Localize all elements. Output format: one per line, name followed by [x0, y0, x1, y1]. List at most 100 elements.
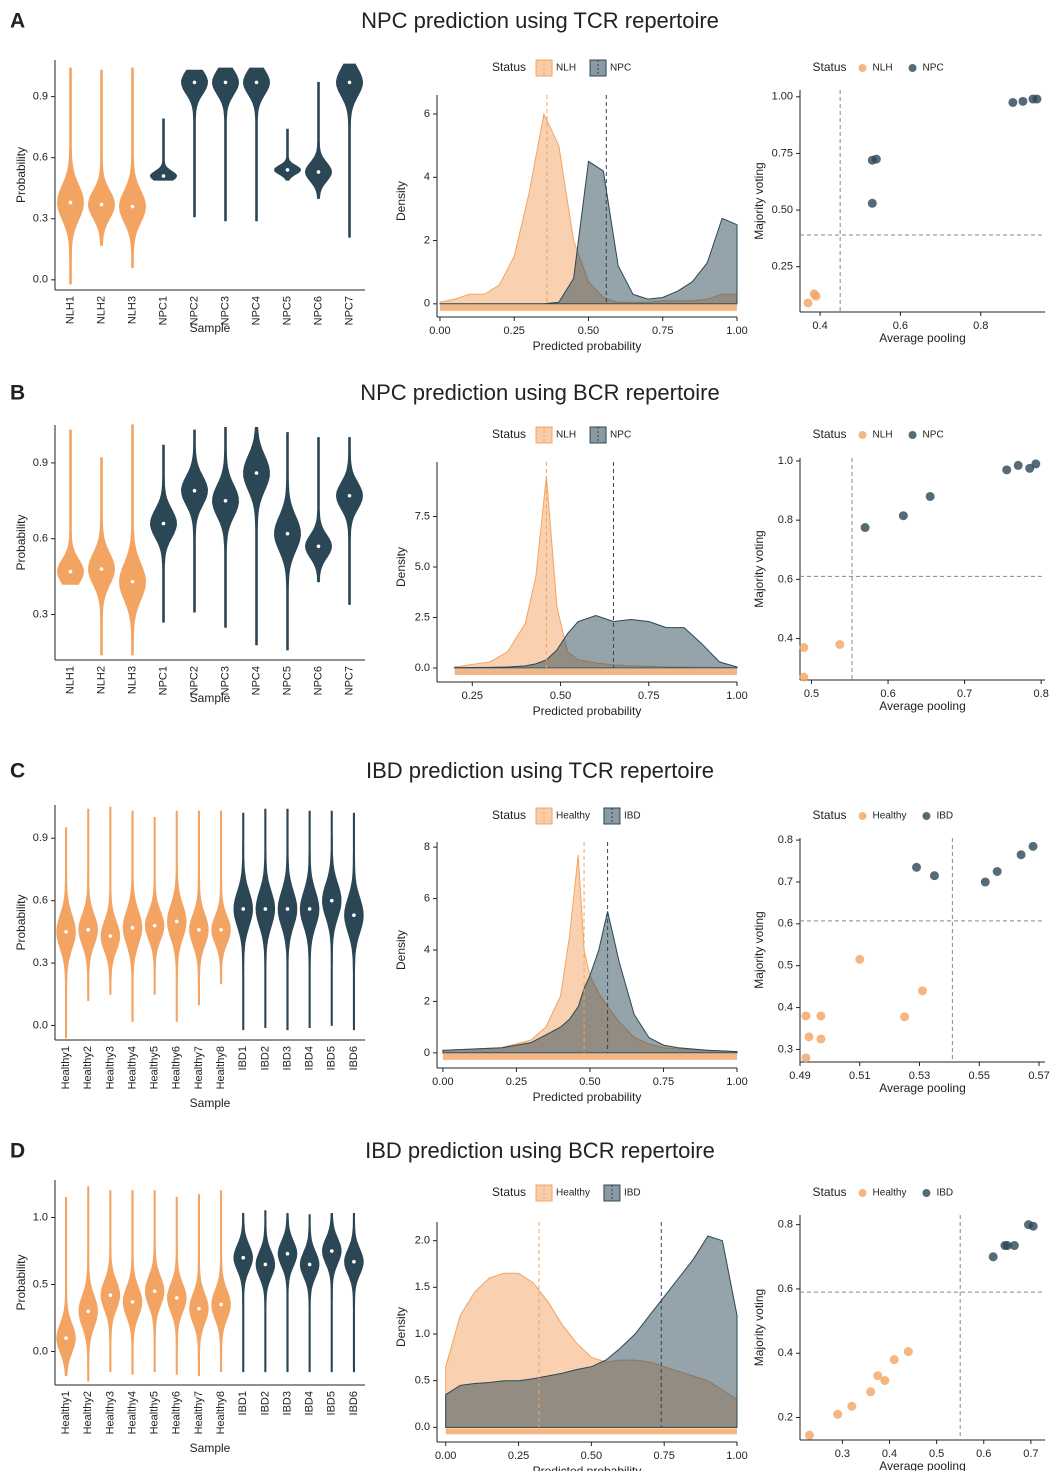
- y-axis-label: Majority voting: [752, 1289, 766, 1366]
- violin: [118, 67, 147, 269]
- density-area: [439, 160, 738, 305]
- legend-title: Status: [813, 1185, 847, 1199]
- x-tick-label: NPC7: [343, 666, 355, 695]
- legend-label: Healthy: [873, 811, 907, 822]
- violin-median: [161, 521, 166, 526]
- violin: [211, 67, 240, 222]
- point: [835, 639, 845, 649]
- legend-label: NPC: [610, 430, 631, 441]
- y-axis-label: Probability: [14, 147, 28, 203]
- y-tick-label: 0.3: [33, 608, 48, 620]
- violin: [255, 808, 276, 1028]
- y-tick-label: 0.4: [778, 632, 793, 644]
- y-axis-label: Density: [394, 1307, 408, 1347]
- rug: [439, 304, 737, 311]
- x-tick-label: NPC1: [157, 296, 169, 325]
- x-tick-label: 0.75: [653, 1076, 674, 1088]
- x-tick-label: NPC6: [312, 666, 324, 695]
- panel-label: C: [10, 760, 25, 783]
- point: [1031, 459, 1041, 469]
- y-tick-label: 0.5: [778, 960, 793, 972]
- violin-median: [223, 80, 228, 85]
- legend: Status NLH NPC: [813, 427, 944, 441]
- violin: [335, 63, 364, 238]
- y-tick-label: 0.0: [33, 274, 48, 286]
- x-tick-label: 0.25: [504, 325, 525, 337]
- legend: Status Healthy IBD: [813, 1185, 954, 1199]
- x-tick-label: Healthy1: [60, 1391, 72, 1434]
- violin: [233, 812, 254, 1031]
- x-tick-label: 0.49: [789, 1070, 810, 1082]
- point: [871, 154, 881, 164]
- legend-title: Status: [492, 60, 526, 74]
- y-axis-label: Density: [394, 930, 408, 970]
- legend-label: IBD: [624, 1188, 641, 1199]
- legend: Status NLH NPC: [492, 426, 631, 444]
- panel-title: NPC prediction using TCR repertoire: [361, 8, 719, 33]
- panel-title: IBD prediction using BCR repertoire: [365, 1138, 715, 1163]
- violin: [211, 1190, 231, 1373]
- x-tick-label: IBD6: [348, 1046, 360, 1070]
- point: [1008, 97, 1018, 107]
- x-tick-label: 0.5: [804, 688, 819, 700]
- violin: [211, 427, 240, 628]
- x-tick-label: IBD6: [348, 1391, 360, 1415]
- x-tick-label: NPC4: [250, 296, 262, 325]
- violin-median: [86, 1309, 91, 1314]
- legend-title: Status: [492, 808, 526, 822]
- x-axis-label: Average pooling: [879, 1081, 966, 1095]
- x-tick-label: 0.53: [909, 1070, 930, 1082]
- point: [866, 1387, 876, 1397]
- violin: [56, 1196, 76, 1377]
- x-tick-label: 1.00: [726, 1076, 747, 1088]
- violin: [273, 128, 302, 181]
- x-tick-label: Healthy4: [126, 1046, 138, 1089]
- x-tick-label: IBD3: [281, 1046, 293, 1070]
- point: [860, 523, 870, 533]
- violin-median: [130, 925, 135, 930]
- point: [803, 298, 813, 308]
- violin-median: [130, 579, 135, 584]
- legend-swatch: [908, 431, 917, 439]
- y-tick-label: 2.5: [415, 611, 430, 623]
- point: [900, 1012, 910, 1022]
- point: [929, 871, 939, 881]
- point: [799, 672, 809, 682]
- point: [816, 1034, 826, 1044]
- x-tick-label: IBD3: [281, 1391, 293, 1415]
- point: [925, 491, 935, 501]
- x-axis-label: Predicted probability: [533, 339, 642, 353]
- x-axis-label: Predicted probability: [533, 704, 642, 718]
- x-axis-label: Predicted probability: [533, 1090, 642, 1104]
- y-tick-label: 0.5: [415, 1375, 430, 1387]
- legend-label: NLH: [873, 63, 893, 74]
- violin: [180, 429, 209, 613]
- violin-median: [316, 170, 321, 174]
- point: [804, 1032, 814, 1042]
- violin-median: [99, 567, 104, 571]
- x-tick-label: 0.75: [653, 1450, 674, 1462]
- x-tick-label: Healthy5: [149, 1046, 161, 1089]
- x-tick-label: 0.00: [435, 1450, 456, 1462]
- y-tick-label: 7.5: [415, 510, 430, 522]
- violin-median: [263, 1262, 268, 1267]
- violin: [304, 437, 333, 583]
- x-tick-label: NLH2: [95, 666, 107, 694]
- panel-title: IBD prediction using TCR repertoire: [366, 758, 714, 783]
- violin: [100, 1190, 121, 1373]
- x-tick-label: 0.7: [957, 688, 972, 700]
- point: [988, 1252, 998, 1262]
- violin-median: [68, 569, 73, 574]
- legend: Status NLH NPC: [813, 60, 944, 74]
- x-tick-label: 0.50: [579, 1076, 600, 1088]
- y-tick-label: 8: [424, 841, 430, 853]
- x-axis-label: Average pooling: [879, 331, 966, 345]
- rug: [442, 1053, 737, 1060]
- y-axis-label: Density: [394, 181, 408, 221]
- x-tick-label: 0.75: [652, 325, 673, 337]
- y-axis-label: Majority voting: [752, 530, 766, 607]
- violin-median: [285, 1251, 290, 1256]
- x-tick-label: IBD4: [304, 1391, 316, 1415]
- x-tick-label: NLH1: [64, 666, 76, 694]
- x-axis-label: Sample: [190, 1441, 231, 1455]
